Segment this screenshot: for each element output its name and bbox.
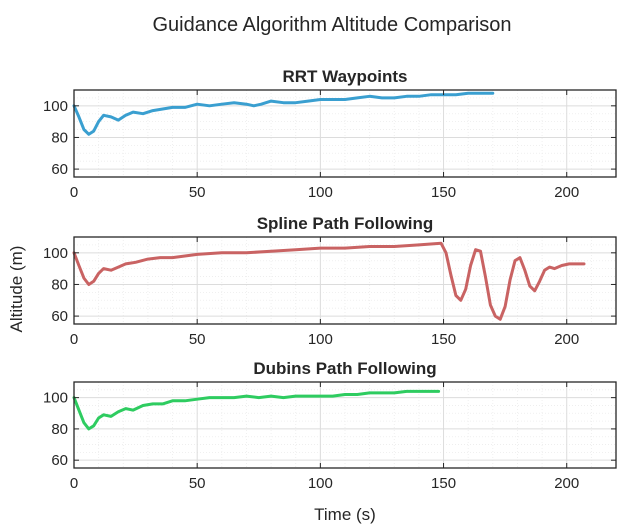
y-tick-label: 60 <box>51 452 68 469</box>
axes-frame <box>73 89 617 178</box>
subplot-title: Dubins Path Following <box>253 359 436 378</box>
x-tick-label: 0 <box>70 331 78 348</box>
x-tick-label: 150 <box>431 331 456 348</box>
x-tick-label: 150 <box>431 184 456 201</box>
subplot-title: RRT Waypoints <box>283 67 408 86</box>
subplot-2: 0 50 100 150 200 60 80 100 Spline Path Following <box>43 214 617 348</box>
x-tick-label: 200 <box>554 331 579 348</box>
plot-area <box>74 237 616 324</box>
x-tick-label: 50 <box>189 331 206 348</box>
x-tick-label: 0 <box>70 184 78 201</box>
y-tick-label: 100 <box>43 245 68 262</box>
subplot-3: 0 50 100 150 200 60 80 100 Dubins Path Following <box>43 359 617 492</box>
y-tick-label: 80 <box>51 129 68 146</box>
axes-frame <box>73 236 617 325</box>
x-tick-label: 0 <box>70 475 78 492</box>
subplots: 0 50 100 150 200 60 80 100 RRT Waypoints 0 50 100 15… <box>43 67 617 492</box>
x-tick-label: 50 <box>189 184 206 201</box>
y-tick-label: 60 <box>51 161 68 178</box>
x-tick-label: 150 <box>431 475 456 492</box>
x-tick-label: 50 <box>189 475 206 492</box>
y-tick-label: 80 <box>51 276 68 293</box>
y-tick-label: 100 <box>43 98 68 115</box>
subplot-1: 0 50 100 150 200 60 80 100 RRT Waypoints <box>43 67 617 201</box>
figure-ylabel: Altitude (m) <box>7 246 26 333</box>
x-tick-label: 100 <box>308 331 333 348</box>
series-line <box>72 91 495 136</box>
x-tick-label: 200 <box>554 184 579 201</box>
y-tick-label: 100 <box>43 390 68 407</box>
figure-xlabel: Time (s) <box>314 505 376 524</box>
series-line <box>72 389 441 431</box>
x-tick-label: 200 <box>554 475 579 492</box>
y-tick-label: 60 <box>51 308 68 325</box>
y-tick-label: 80 <box>51 421 68 438</box>
axes-frame <box>73 381 617 469</box>
plot-area <box>74 90 616 177</box>
subplot-title: Spline Path Following <box>257 214 434 233</box>
x-tick-label: 100 <box>308 184 333 201</box>
x-tick-label: 100 <box>308 475 333 492</box>
series-line <box>72 241 586 321</box>
figure-title: Guidance Algorithm Altitude Comparison <box>152 14 511 36</box>
